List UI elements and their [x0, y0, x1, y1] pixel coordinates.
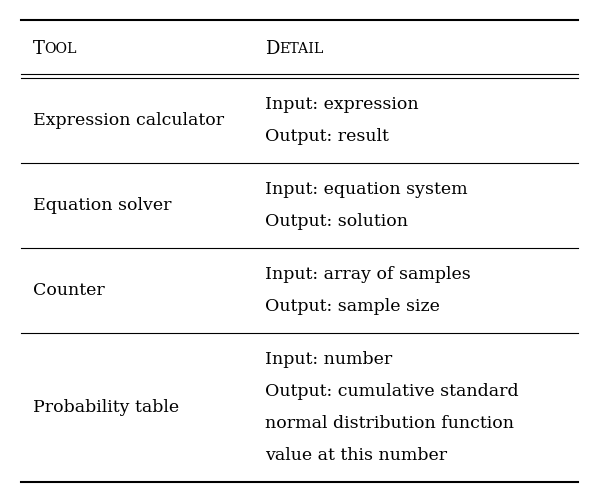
Text: normal distribution function: normal distribution function	[265, 415, 514, 432]
Text: T: T	[33, 40, 45, 58]
Text: Input: array of samples: Input: array of samples	[265, 266, 471, 283]
Text: Output: cumulative standard: Output: cumulative standard	[265, 383, 519, 400]
Text: Expression calculator: Expression calculator	[33, 112, 224, 129]
Text: value at this number: value at this number	[265, 447, 448, 464]
Text: Probability table: Probability table	[33, 399, 179, 416]
Text: Input: expression: Input: expression	[265, 96, 419, 113]
Text: Counter: Counter	[33, 282, 104, 299]
Text: Output: result: Output: result	[265, 128, 389, 145]
Text: Input: number: Input: number	[265, 351, 393, 368]
Text: Output: sample size: Output: sample size	[265, 298, 440, 315]
Text: D: D	[265, 40, 280, 58]
Text: ETAIL: ETAIL	[280, 42, 324, 56]
Text: OOL: OOL	[45, 42, 77, 56]
Text: Input: equation system: Input: equation system	[265, 181, 468, 198]
Text: Output: solution: Output: solution	[265, 213, 408, 230]
Text: Equation solver: Equation solver	[33, 197, 171, 214]
